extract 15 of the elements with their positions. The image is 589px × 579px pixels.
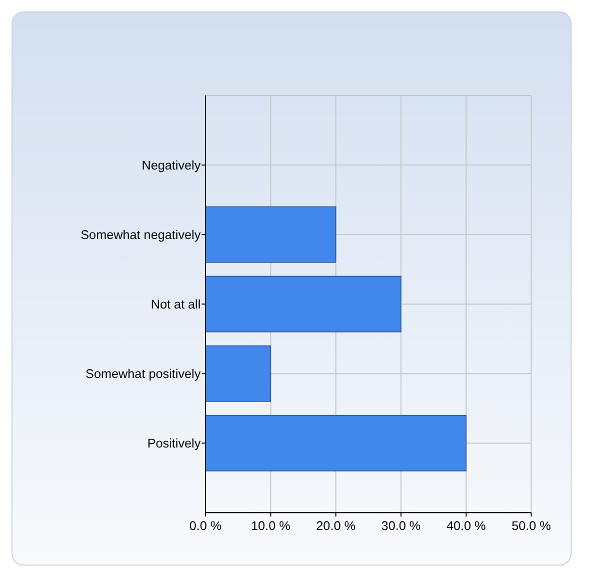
x-tick-label: 30.0 % <box>381 519 421 534</box>
bar <box>205 345 272 402</box>
x-tick-label: 20.0 % <box>316 519 356 534</box>
x-tick-label: 40.0 % <box>446 519 486 534</box>
x-tick-label: 50.0 % <box>512 519 551 534</box>
y-tick-label: Positively <box>147 436 202 451</box>
y-tick-label: Negatively <box>142 158 202 172</box>
y-tick-label: Somewhat negatively <box>80 228 202 242</box>
x-tick-label: 10.0 % <box>251 519 290 534</box>
x-tick-label: 0.0 % <box>189 519 222 534</box>
y-tick-label: Somewhat positively <box>86 367 202 382</box>
bar <box>205 414 467 472</box>
bar <box>205 206 336 263</box>
y-tick-label: Not at all <box>150 298 201 312</box>
bar <box>205 276 402 332</box>
